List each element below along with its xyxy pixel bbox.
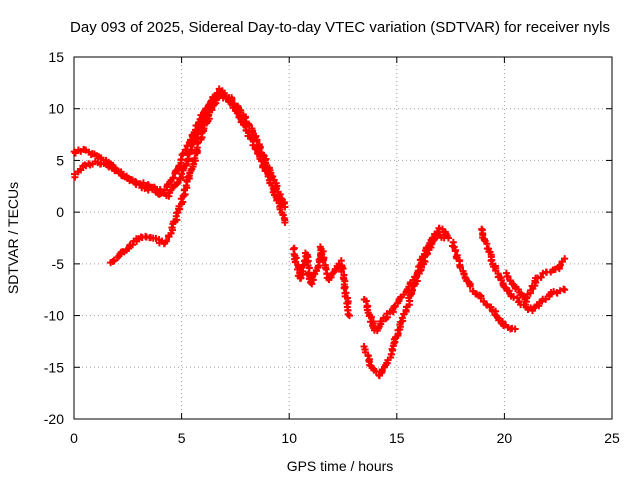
data-point xyxy=(173,180,181,188)
data-point xyxy=(513,294,521,302)
y-tick-labels: -20 -15 -10 -5 0 5 10 15 xyxy=(44,49,64,427)
y-tick-label: 10 xyxy=(48,101,64,117)
data-point xyxy=(191,154,199,162)
data-point xyxy=(264,173,272,181)
data-point xyxy=(451,246,459,254)
chart-title: Day 093 of 2025, Sidereal Day-to-day VTE… xyxy=(70,19,610,36)
data-point xyxy=(460,270,468,278)
data-point xyxy=(345,312,353,320)
data-point xyxy=(450,243,458,251)
data-point xyxy=(537,273,545,281)
data-point xyxy=(216,89,224,97)
x-tick-label: 25 xyxy=(604,430,620,446)
data-point xyxy=(444,234,452,242)
data-point xyxy=(542,295,550,303)
y-tick-label: 5 xyxy=(56,152,64,168)
series-9 xyxy=(502,255,569,306)
x-axis-label: GPS time / hours xyxy=(287,458,394,474)
data-point xyxy=(71,170,79,178)
data-point xyxy=(184,173,192,181)
y-tick-label: 15 xyxy=(48,49,64,65)
data-point xyxy=(409,286,417,294)
data-point xyxy=(457,264,465,272)
data-points xyxy=(70,85,569,380)
series-6 xyxy=(360,224,452,380)
x-tick-labels: 0 5 10 15 20 25 xyxy=(70,430,620,446)
data-point xyxy=(252,145,260,153)
data-point xyxy=(314,262,322,270)
data-point xyxy=(511,325,519,333)
data-point xyxy=(129,241,137,249)
data-point xyxy=(168,224,176,232)
data-point xyxy=(466,282,474,290)
data-point xyxy=(561,255,569,263)
data-point xyxy=(208,105,216,113)
data-point xyxy=(281,218,289,226)
data-point xyxy=(412,273,420,281)
y-axis-label: SDTVAR / TECUs xyxy=(5,182,21,294)
plot-frame xyxy=(73,56,613,420)
axis-ticks xyxy=(73,56,613,420)
data-point xyxy=(110,256,118,264)
data-point xyxy=(344,310,352,318)
data-point xyxy=(294,265,302,273)
series-7 xyxy=(448,238,519,333)
y-tick-label: -5 xyxy=(52,256,65,272)
y-tick-label: -15 xyxy=(44,359,64,375)
data-point xyxy=(258,157,266,165)
x-tick-label: 10 xyxy=(281,430,297,446)
data-point xyxy=(377,317,385,325)
data-point xyxy=(169,174,177,182)
series-8 xyxy=(478,225,569,315)
data-point xyxy=(504,272,512,280)
x-tick-label: 20 xyxy=(497,430,513,446)
data-point xyxy=(132,178,140,186)
data-point xyxy=(296,274,304,282)
series-3 xyxy=(107,89,224,267)
series-4 xyxy=(290,243,353,320)
y-tick-label: 0 xyxy=(56,204,64,220)
data-point xyxy=(299,267,307,275)
data-point xyxy=(162,237,170,245)
data-point xyxy=(145,182,153,190)
data-point xyxy=(319,256,327,264)
data-point xyxy=(123,174,131,182)
data-point xyxy=(327,273,335,281)
x-tick-label: 0 xyxy=(70,430,78,446)
y-tick-label: -10 xyxy=(44,308,64,324)
y-tick-label: -20 xyxy=(44,411,64,427)
data-point xyxy=(398,314,406,322)
x-tick-label: 5 xyxy=(178,430,186,446)
x-tick-label: 15 xyxy=(389,430,405,446)
data-point xyxy=(561,286,569,294)
data-point xyxy=(77,166,85,174)
data-point xyxy=(318,250,326,258)
data-point xyxy=(372,368,380,376)
